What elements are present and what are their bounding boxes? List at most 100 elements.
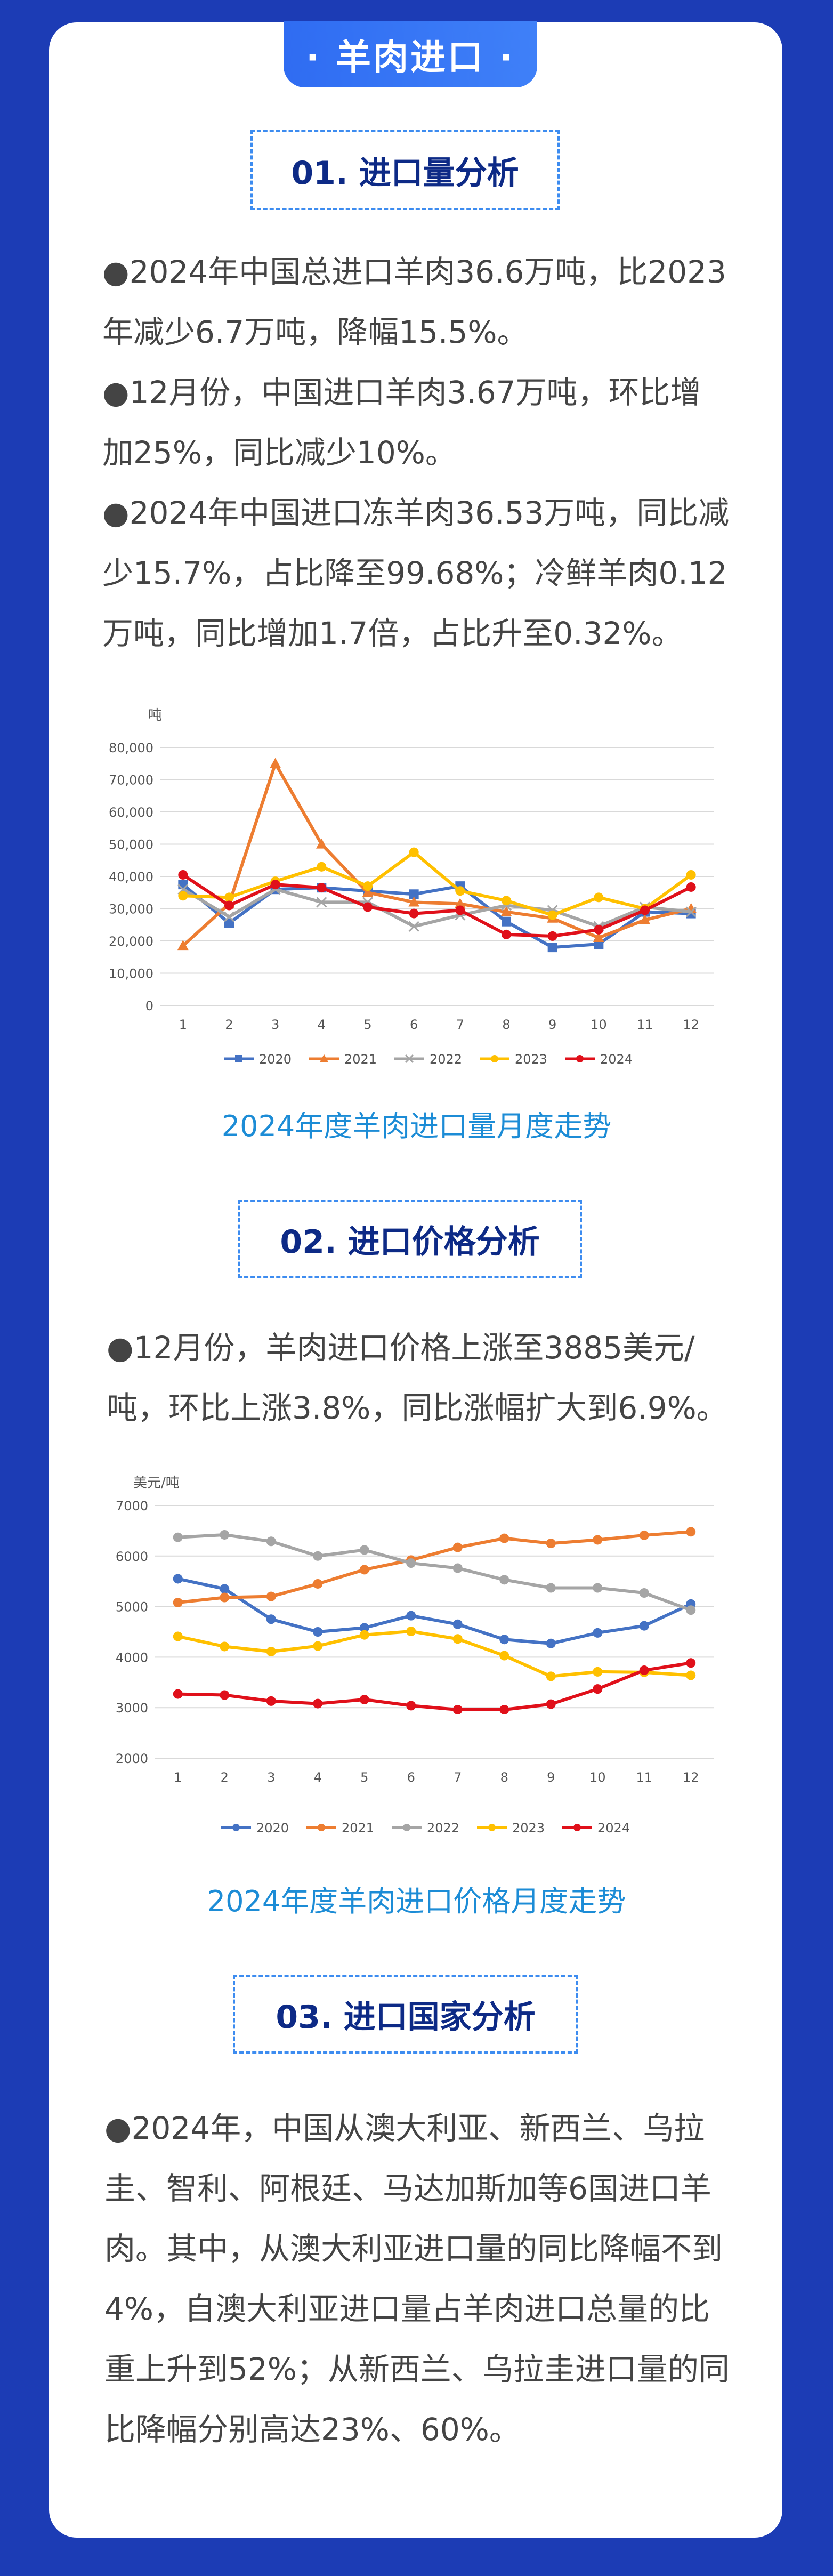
- x-tick-label: 3: [267, 1770, 275, 1785]
- data-point: [685, 906, 697, 917]
- data-point: [178, 891, 188, 901]
- data-point: [220, 1592, 230, 1603]
- legend-item: 2021: [309, 1052, 377, 1067]
- data-point: [593, 1684, 603, 1694]
- data-point: [409, 847, 419, 857]
- data-point: [405, 1054, 414, 1064]
- x-tick-label: 10: [591, 1017, 607, 1032]
- data-point: [686, 882, 696, 892]
- data-point: [313, 1551, 323, 1561]
- x-tick-label: 9: [548, 1017, 556, 1032]
- data-point: [266, 1614, 276, 1624]
- data-point: [499, 1651, 509, 1661]
- x-tick-label: 3: [271, 1017, 279, 1032]
- data-point: [313, 1579, 323, 1589]
- series-line-2024: [182, 873, 692, 938]
- y-tick-label: 4000: [116, 1650, 148, 1665]
- y-tick-label: 0: [145, 999, 153, 1013]
- data-point: [594, 892, 604, 903]
- data-point: [576, 1055, 584, 1062]
- legend-item: 2023: [480, 1052, 547, 1067]
- data-point: [546, 1699, 556, 1709]
- data-point: [452, 1634, 463, 1644]
- price-analysis-text: ●12月份，羊肉进口价格上涨至3885美元/吨，环比上涨3.8%，同比涨幅扩大到…: [107, 1318, 735, 1438]
- data-point: [406, 1611, 416, 1621]
- data-point: [406, 1558, 416, 1568]
- data-point: [173, 1631, 183, 1641]
- x-tick-label: 7: [454, 1770, 462, 1785]
- data-point: [359, 1623, 369, 1633]
- section-title-countries: 03. 进口国家分析: [233, 1975, 578, 2054]
- data-point: [547, 931, 557, 941]
- data-point: [639, 1530, 649, 1540]
- y-tick-label: 7000: [116, 1499, 148, 1514]
- series-line-2021: [182, 762, 692, 947]
- data-point: [502, 929, 511, 939]
- y-tick-label: 5000: [116, 1600, 148, 1615]
- data-point: [593, 1667, 603, 1677]
- legend-label: 2023: [515, 1052, 547, 1067]
- paragraph: ●12月份，中国进口羊肉3.67万吨，环比增加25%，同比减少10%。: [102, 374, 701, 471]
- legend-item: 2022: [394, 1052, 462, 1067]
- series-line-2023: [177, 1630, 691, 1678]
- data-point: [359, 1565, 369, 1575]
- data-point: [220, 1690, 230, 1700]
- x-tick-label: 12: [683, 1017, 699, 1032]
- y-tick-label: 30,000: [109, 902, 153, 917]
- data-point: [359, 1630, 369, 1640]
- y-tick-label: 80,000: [109, 740, 153, 755]
- x-tick-label: 12: [683, 1770, 699, 1785]
- y-tick-label: 40,000: [109, 870, 153, 884]
- data-point: [452, 1619, 463, 1629]
- data-point: [546, 1583, 556, 1593]
- section-title-volume: 01. 进口量分析: [250, 130, 560, 210]
- data-point: [266, 1536, 276, 1547]
- x-tick-label: 8: [502, 1017, 510, 1032]
- y-tick-label: 60,000: [109, 805, 153, 820]
- x-tick-label: 4: [318, 1017, 326, 1032]
- data-point: [546, 1671, 556, 1681]
- data-point: [232, 1824, 240, 1831]
- data-point: [270, 758, 281, 768]
- x-tick-label: 2: [221, 1770, 229, 1785]
- data-point: [502, 896, 511, 906]
- data-point: [359, 1695, 369, 1705]
- legend-label: 2022: [427, 1821, 459, 1836]
- y-tick-label: 50,000: [109, 838, 153, 852]
- y-tick-label: 3000: [116, 1701, 148, 1716]
- data-point: [546, 1638, 556, 1648]
- data-point: [406, 1701, 416, 1711]
- data-point: [546, 1539, 556, 1549]
- series-line-2023: [183, 850, 692, 917]
- x-tick-label: 11: [637, 1017, 653, 1032]
- series-line-2022: [177, 1533, 692, 1612]
- x-tick-label: 2: [225, 1017, 233, 1032]
- data-point: [270, 880, 280, 890]
- data-point: [403, 1824, 410, 1831]
- chart-caption-price: 2024年度羊肉进口价格月度走势: [207, 1885, 626, 1918]
- paragraph: ●12月份，羊肉进口价格上涨至3885美元/吨，环比上涨3.8%，同比涨幅扩大到…: [107, 1330, 727, 1426]
- data-point: [593, 932, 604, 943]
- data-point: [491, 1055, 498, 1062]
- data-point: [499, 1635, 509, 1645]
- legend-item: 2023: [477, 1821, 545, 1836]
- legend-label: 2021: [344, 1052, 377, 1067]
- data-point: [594, 924, 604, 935]
- y-tick-label: 6000: [116, 1549, 148, 1564]
- data-point: [266, 1696, 276, 1706]
- data-point: [173, 1598, 183, 1608]
- x-tick-label: 6: [410, 1017, 418, 1032]
- y-tick-label: 70,000: [109, 773, 153, 788]
- data-point: [547, 910, 557, 920]
- x-tick-label: 8: [500, 1770, 508, 1785]
- x-tick-label: 6: [407, 1770, 415, 1785]
- data-point: [224, 900, 234, 911]
- data-point: [409, 908, 419, 919]
- x-tick-label: 5: [360, 1770, 368, 1785]
- x-tick-label: 10: [589, 1770, 606, 1785]
- data-point: [547, 943, 557, 953]
- x-tick-label: 11: [636, 1770, 652, 1785]
- data-point: [639, 1588, 649, 1598]
- data-point: [573, 1824, 581, 1831]
- paragraph: ●2024年，中国从澳大利亚、新西兰、乌拉圭、智利、阿根廷、马达加斯加等6国进口…: [104, 2110, 730, 2448]
